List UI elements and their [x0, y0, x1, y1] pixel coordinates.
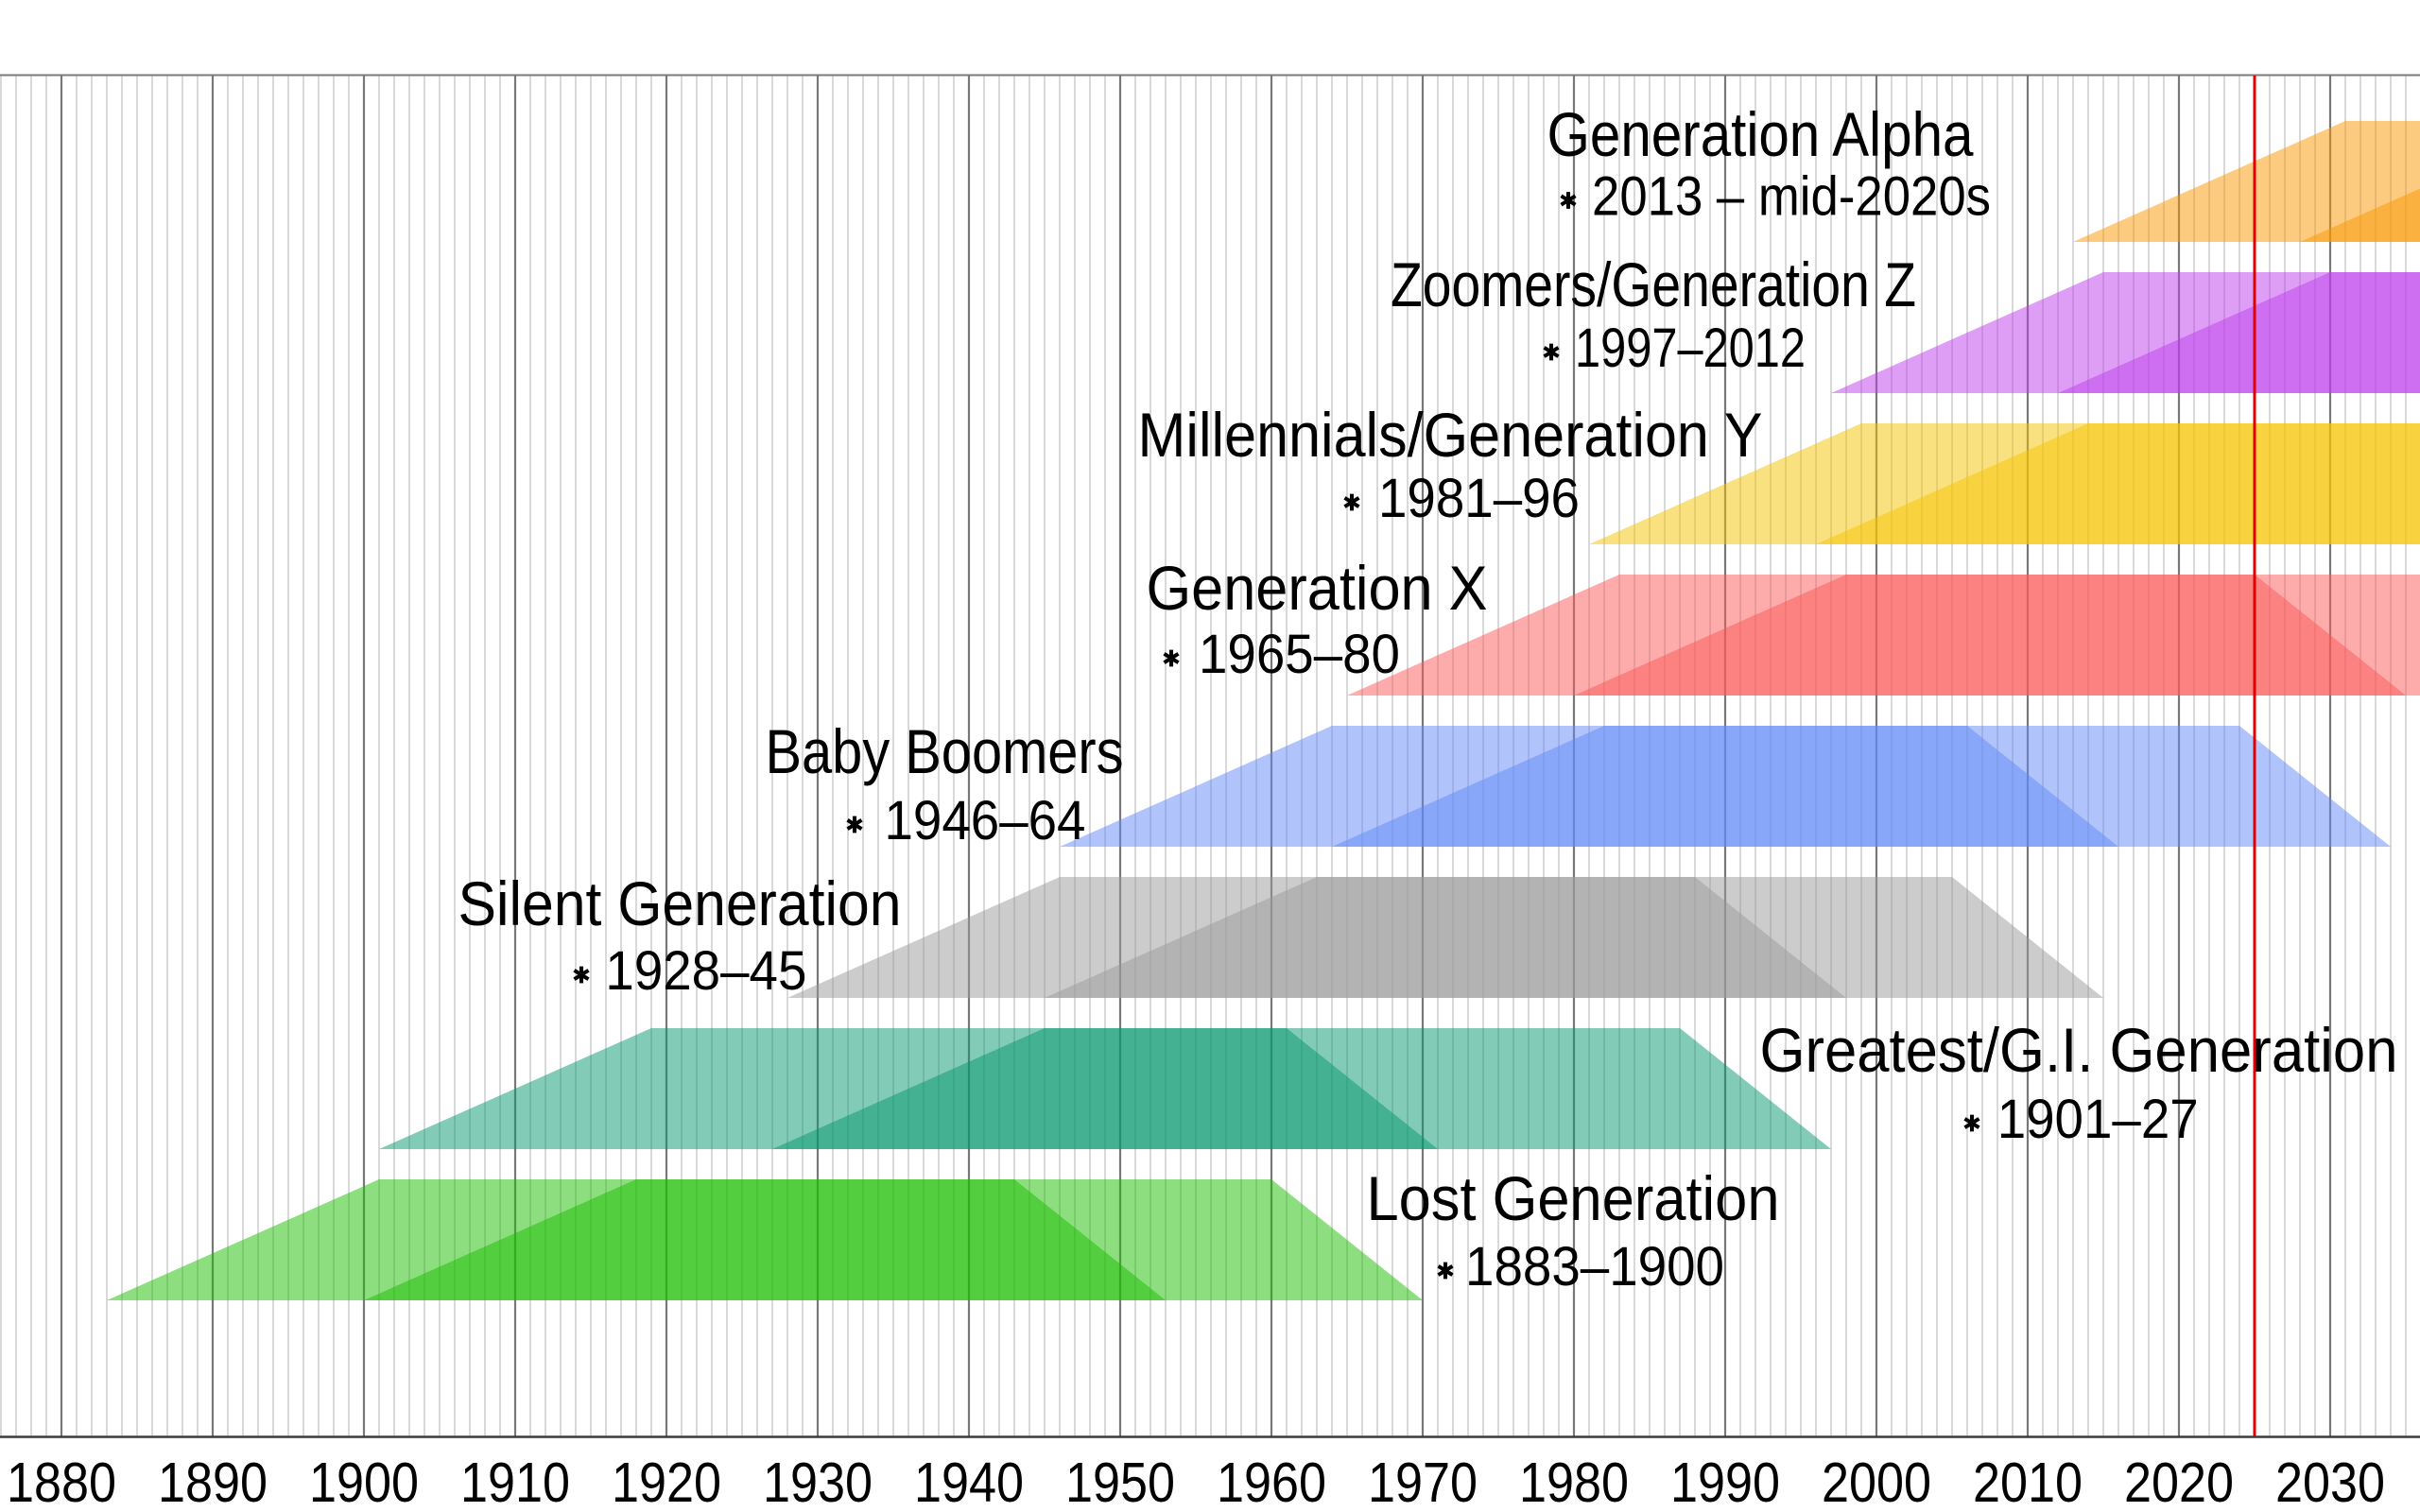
svg-text:1880: 1880	[7, 1452, 116, 1512]
svg-text:1920: 1920	[612, 1452, 721, 1512]
svg-text:1901–27: 1901–27	[1997, 1089, 2199, 1150]
svg-text:2000: 2000	[1822, 1452, 1931, 1512]
svg-text:1930: 1930	[763, 1452, 873, 1512]
svg-text:1980: 1980	[1519, 1452, 1629, 1512]
svg-text:1940: 1940	[914, 1452, 1024, 1512]
svg-text:Millennials/Generation Y: Millennials/Generation Y	[1138, 401, 1763, 470]
svg-text:2030: 2030	[2275, 1452, 2385, 1512]
svg-text:1950: 1950	[1065, 1452, 1175, 1512]
svg-text:Baby Boomers: Baby Boomers	[766, 717, 1124, 786]
svg-text:1890: 1890	[158, 1452, 268, 1512]
svg-text:1965–80: 1965–80	[1199, 624, 1400, 685]
svg-text:1997–2012: 1997–2012	[1575, 318, 1806, 379]
svg-text:Generation Alpha: Generation Alpha	[1547, 100, 1975, 169]
svg-text:1970: 1970	[1368, 1452, 1478, 1512]
svg-text:1900: 1900	[309, 1452, 419, 1512]
svg-text:Silent Generation: Silent Generation	[458, 869, 902, 938]
svg-text:1910: 1910	[460, 1452, 570, 1512]
svg-text:Lost Generation: Lost Generation	[1367, 1164, 1780, 1233]
svg-text:Greatest/G.I. Generation: Greatest/G.I. Generation	[1760, 1016, 2398, 1085]
svg-text:1960: 1960	[1217, 1452, 1326, 1512]
svg-text:1946–64: 1946–64	[885, 790, 1086, 851]
svg-text:1990: 1990	[1670, 1452, 1780, 1512]
svg-text:1883–1900: 1883–1900	[1465, 1236, 1724, 1297]
svg-text:Zoomers/Generation Z: Zoomers/Generation Z	[1391, 250, 1916, 319]
svg-text:Generation X: Generation X	[1147, 554, 1488, 623]
svg-text:1928–45: 1928–45	[605, 940, 806, 1002]
svg-text:2010: 2010	[1973, 1452, 2083, 1512]
svg-text:2013 – mid-2020s: 2013 – mid-2020s	[1592, 166, 1991, 228]
svg-text:2020: 2020	[2124, 1452, 2234, 1512]
svg-text:1981–96: 1981–96	[1378, 468, 1580, 529]
